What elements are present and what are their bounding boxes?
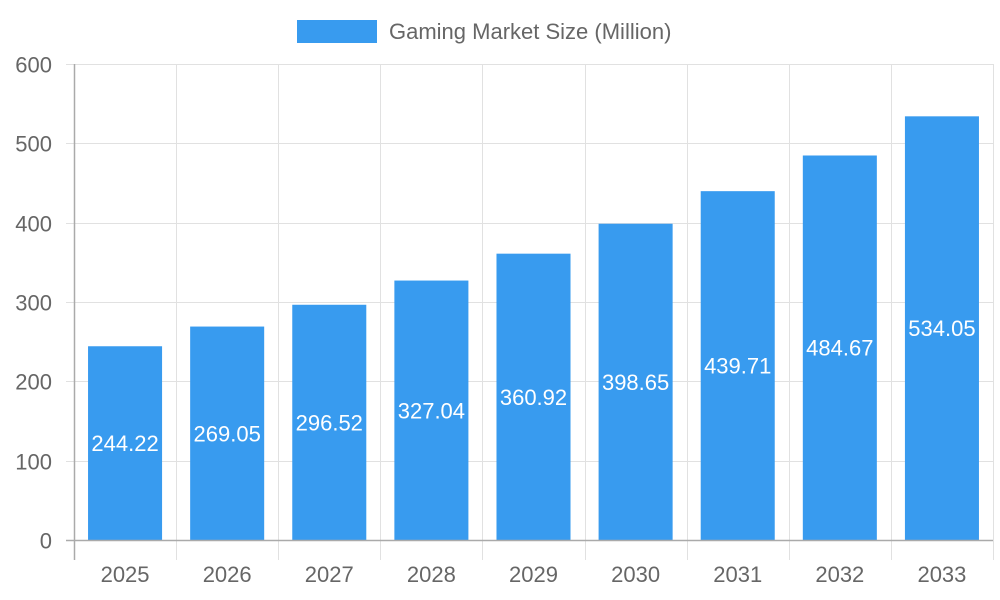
y-axis-ticks: 0 100 200 300 400 500 600	[15, 53, 52, 554]
x-tick-label: 2033	[917, 562, 966, 587]
legend-label: Gaming Market Size (Million)	[389, 19, 671, 44]
x-tick-label: 2029	[509, 562, 558, 587]
legend-swatch	[297, 20, 377, 43]
y-tick-label: 200	[15, 370, 52, 395]
x-axis-ticks: 2025 2026 2027 2028 2029 2030 2031 2032 2033	[101, 562, 967, 587]
bar[interactable]	[496, 253, 571, 540]
bar-value-label: 534.05	[908, 316, 975, 341]
y-tick-label: 0	[40, 529, 52, 554]
bar[interactable]	[88, 346, 163, 540]
bar-value-label: 398.65	[602, 370, 669, 395]
bar-value-label: 296.52	[296, 410, 363, 435]
bar-value-label: 269.05	[194, 421, 261, 446]
y-tick-label: 300	[15, 291, 52, 316]
y-tick-label: 100	[15, 450, 52, 475]
bar-value-label: 484.67	[806, 336, 873, 361]
x-tick-label: 2032	[815, 562, 864, 587]
bar-value-label: 327.04	[398, 398, 465, 423]
bar-value-label: 244.22	[91, 431, 158, 456]
bar[interactable]	[802, 155, 877, 541]
legend[interactable]: Gaming Market Size (Million)	[297, 19, 671, 44]
bar[interactable]	[190, 326, 265, 540]
bar[interactable]	[598, 223, 673, 540]
data-labels: 244.22 269.05 296.52 327.04 360.92 398.65 439.…	[91, 316, 975, 456]
bars	[88, 116, 979, 541]
x-tick-label: 2028	[407, 562, 456, 587]
bar-value-label: 439.71	[704, 354, 771, 379]
x-tick-label: 2031	[713, 562, 762, 587]
bar[interactable]	[904, 116, 979, 540]
y-tick-label: 600	[15, 53, 52, 78]
axes	[66, 64, 993, 560]
bar-value-label: 360.92	[500, 385, 567, 410]
bar[interactable]	[394, 280, 469, 540]
x-tick-label: 2026	[203, 562, 252, 587]
y-tick-label: 500	[15, 132, 52, 157]
bar[interactable]	[292, 304, 367, 540]
y-tick-label: 400	[15, 212, 52, 237]
bar[interactable]	[700, 191, 775, 541]
x-tick-label: 2030	[611, 562, 660, 587]
x-tick-label: 2025	[101, 562, 150, 587]
x-tick-label: 2027	[305, 562, 354, 587]
